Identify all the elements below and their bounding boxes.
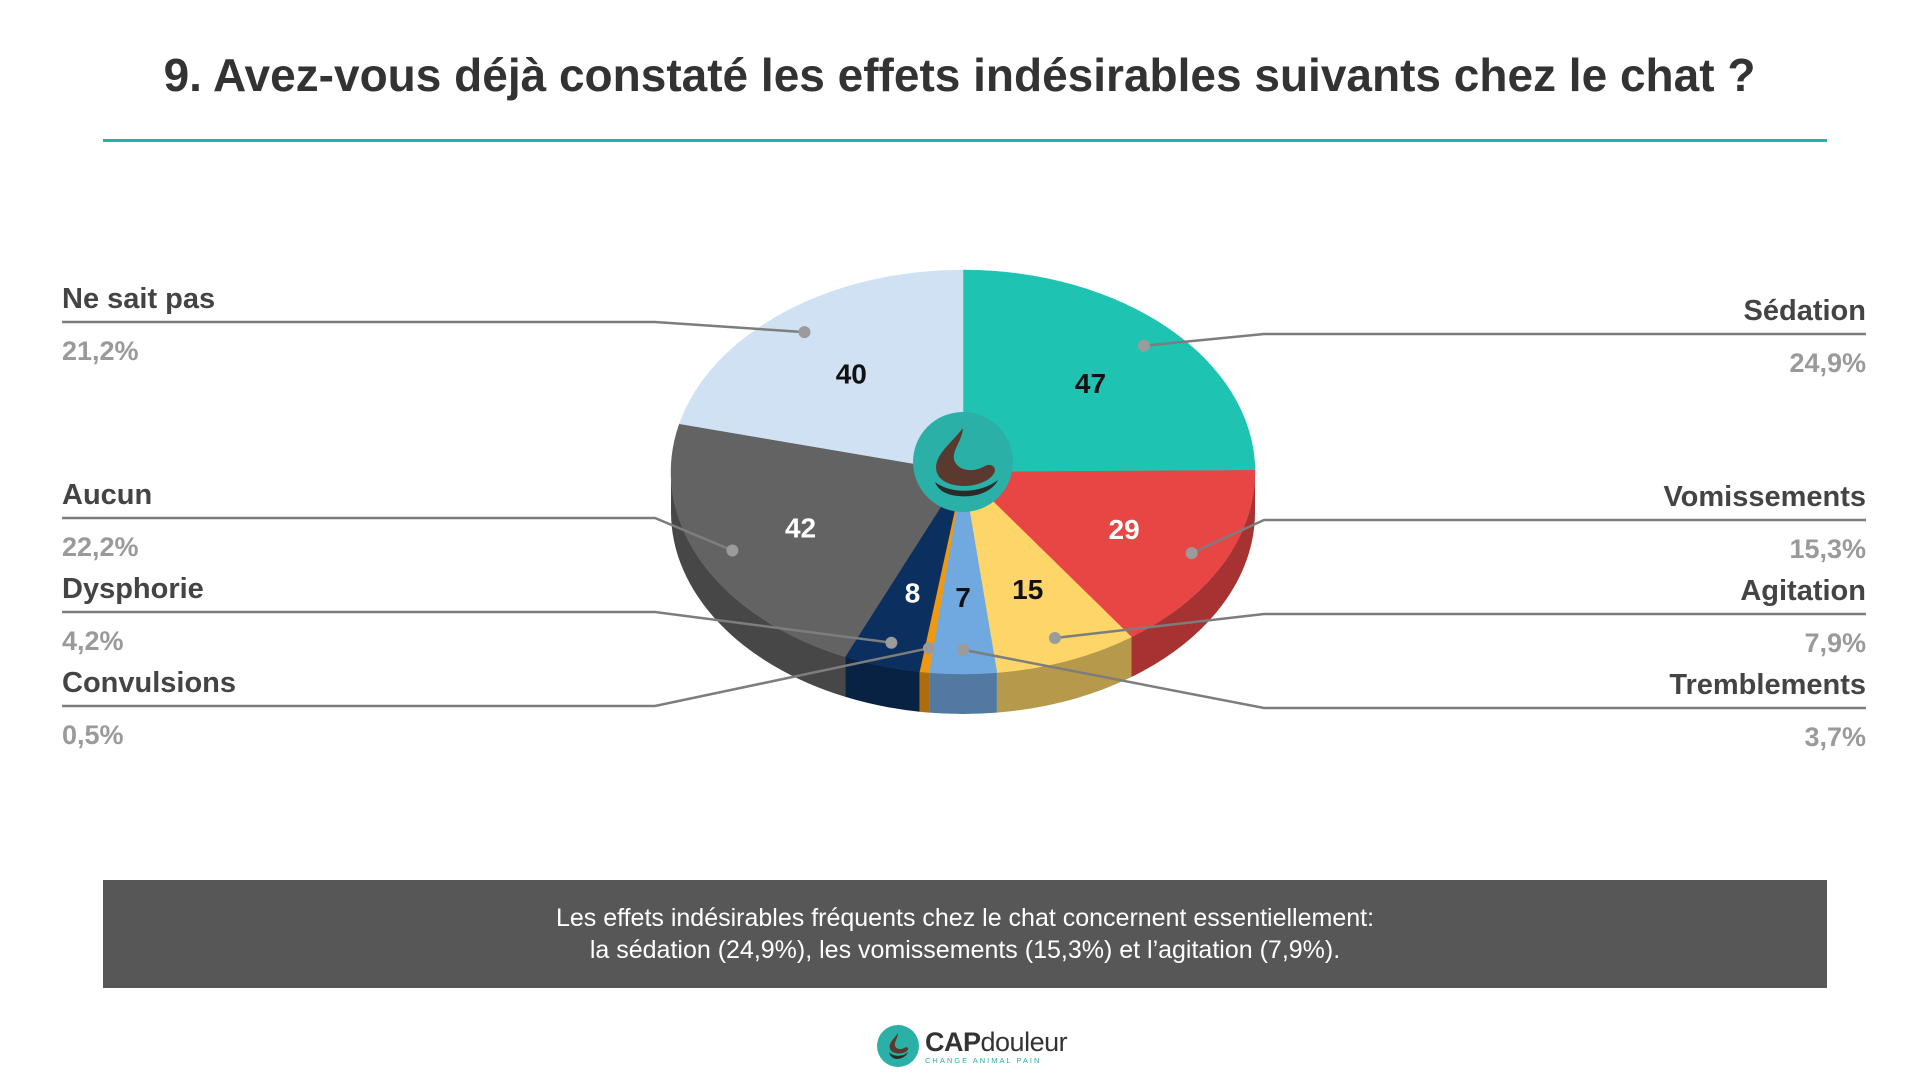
value-label-ne-sait-pas: 40 [836,358,867,389]
slice-side-tremblements [929,672,997,714]
title-divider [103,139,1827,142]
percent-label-convulsions: 0,5% [62,720,124,750]
brand-tagline: CHANGE ANIMAL PAIN [925,1055,1042,1065]
leader-line-ne-sait-pas [62,320,805,334]
slice-ne-sait-pas [679,269,964,473]
category-label-aucun: Aucun [62,479,152,511]
category-label-sedation: Sédation [1744,295,1866,327]
slice-sedation [962,269,1256,473]
leader-dot-dysphorie [885,636,898,649]
percent-label-ne-sait-pas: 21,2% [62,336,139,366]
leader-line-dysphorie [62,610,892,644]
capdouleur-drop-icon [877,1025,919,1067]
percent-label-sedation: 24,9% [1789,348,1866,378]
slice-side-convulsions [919,671,930,713]
category-label-ne-sait-pas: Ne sait pas [62,283,215,315]
summary-line-2: la sédation (24,9%), les vomissements (1… [589,936,1341,964]
leader-dot-agitation [1048,632,1061,645]
leader-dot-convulsions [922,642,935,655]
value-label-tremblements: 7 [955,582,971,613]
leader-line-vomissements [1191,518,1866,555]
value-label-sedation: 47 [1075,368,1106,399]
leader-line-agitation [1054,612,1866,640]
summary-line-1: Les effets indésirables fréquents chez l… [555,904,1375,932]
slice-aucun [670,423,964,658]
percent-label-aucun: 22,2% [62,532,139,562]
category-label-agitation: Agitation [1740,575,1866,607]
value-label-dysphorie: 8 [905,577,921,608]
category-label-convulsions: Convulsions [62,667,236,699]
category-label-dysphorie: Dysphorie [62,573,204,605]
page-title: 9. Avez-vous déjà constaté les effets in… [163,49,1756,101]
leader-line-tremblements [962,648,1866,710]
slice-agitation [962,471,1132,673]
leader-dot-sedation [1137,339,1150,352]
category-label-tremblements: Tremblements [1669,669,1866,701]
leader-line-aucun [62,516,733,552]
category-label-vomissements: Vomissements [1663,481,1866,513]
value-label-agitation: 15 [1012,574,1043,605]
leader-lines [62,320,1866,710]
leader-dot-aucun [726,544,739,557]
pie-chart: 47 29 15 7 8 42 40 Ne sait pas 21,2% Aucun 22,2% D… [62,269,1866,752]
brand-name: CAPdouleur [925,1026,1068,1057]
summary-box: Les effets indésirables fréquents chez l… [103,880,1827,988]
leader-dot-ne-sait-pas [798,326,811,339]
pie-value-labels: 47 29 15 7 8 42 40 [785,358,1140,613]
slice-side-dysphorie [845,656,920,712]
capdouleur-logo: CAPdouleur CHANGE ANIMAL PAIN [877,1024,1068,1068]
percent-label-vomissements: 15,3% [1789,534,1866,564]
value-label-aucun: 42 [785,512,816,543]
leader-line-convulsions [62,646,930,708]
category-labels: Ne sait pas 21,2% Aucun 22,2% Dysphorie 4,2% C… [62,283,1866,752]
center-logo-icon [913,412,1013,512]
leader-line-sedation [1143,332,1866,348]
percent-label-dysphorie: 4,2% [62,626,124,656]
slice-vomissements [962,470,1256,638]
slice-side-agitation [996,636,1132,713]
percent-label-tremblements: 3,7% [1804,722,1866,752]
value-label-vomissements: 29 [1109,514,1140,545]
percent-label-agitation: 7,9% [1804,628,1866,658]
leader-dot-tremblements [957,643,969,656]
leader-dot-vomissements [1185,547,1198,560]
pie-slices [670,269,1256,675]
